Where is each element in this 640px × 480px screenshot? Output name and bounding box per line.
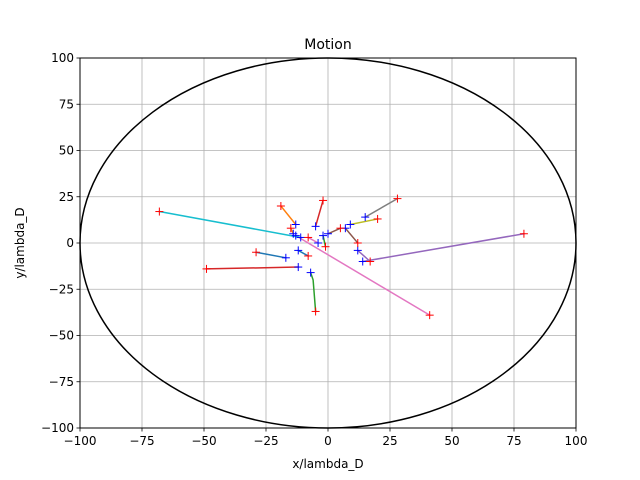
y-tick-label: −25	[49, 282, 74, 296]
x-tick-label: 50	[444, 434, 459, 448]
trajectory-line-15	[356, 249, 372, 263]
start-marker-5	[358, 257, 367, 266]
end-marker-7	[425, 311, 434, 320]
y-tick-label: −50	[49, 329, 74, 343]
start-marker-16	[324, 229, 332, 238]
start-marker-8	[361, 213, 370, 222]
x-tick-label: −50	[191, 434, 216, 448]
y-tick-label: 100	[51, 51, 74, 65]
trajectory-line-4	[314, 199, 324, 228]
x-tick-label: −75	[129, 434, 154, 448]
trajectory-line-1	[255, 251, 287, 259]
start-marker-1	[281, 253, 290, 262]
start-marker-13	[319, 231, 328, 240]
trajectory-line-3	[309, 271, 317, 313]
x-tick-label: 100	[565, 434, 588, 448]
start-marker-9	[346, 220, 355, 229]
start-marker-17	[314, 239, 323, 247]
trajectory-line-9	[349, 218, 379, 226]
end-marker-17	[304, 233, 313, 242]
trajectory-line-2	[279, 204, 297, 226]
end-marker-8	[393, 194, 402, 203]
trajectory-line-14	[205, 266, 300, 270]
x-tick-label: −25	[253, 434, 278, 448]
x-tick-label: 75	[506, 434, 521, 448]
end-marker-11	[304, 251, 313, 260]
tick-layer: −100 −75 −50 −25 0 25 50 75 100 −100 −75 −50 −25 0 25 5…	[41, 51, 587, 448]
y-tick-label: 75	[59, 97, 74, 111]
trajectory-line-6	[344, 227, 359, 245]
trajectory-line-10	[158, 210, 302, 239]
end-marker-3	[311, 307, 320, 316]
start-marker-2	[291, 220, 300, 229]
trajectory-line-7	[294, 234, 431, 317]
end-marker-10	[155, 207, 164, 216]
start-marker-11	[294, 246, 303, 255]
end-marker-4	[319, 196, 328, 205]
x-tick-label: −100	[64, 434, 97, 448]
chart-title: Motion	[304, 37, 351, 53]
start-marker-10	[296, 233, 305, 242]
x-tick-label: 25	[382, 434, 397, 448]
trajectory-line-17	[307, 236, 320, 245]
end-marker-16	[336, 224, 345, 233]
end-marker-5	[519, 229, 528, 238]
start-marker-12	[289, 229, 298, 238]
y-tick-label: −100	[41, 421, 74, 435]
y-tick-label: 25	[59, 190, 74, 204]
y-tick-label: −75	[49, 375, 74, 389]
trajectory-line-8	[364, 197, 399, 219]
end-marker-9	[373, 214, 382, 223]
y-axis-label: y/lambda_D	[13, 207, 27, 278]
start-marker-4	[311, 222, 320, 231]
end-marker-1	[252, 248, 261, 257]
end-marker-12	[286, 224, 295, 233]
end-marker-6	[353, 239, 362, 247]
y-tick-label: 0	[66, 236, 74, 250]
x-tick-label: 0	[324, 434, 332, 448]
end-marker-15	[366, 257, 375, 266]
trajectory-line-16	[327, 227, 342, 235]
trajectory-line-5	[361, 232, 525, 263]
series-layer	[158, 197, 525, 317]
end-marker-13	[321, 242, 330, 251]
trajectory-line-11	[297, 249, 310, 257]
start-marker-3	[306, 268, 315, 277]
end-marker-14	[202, 264, 211, 273]
start-marker-15	[353, 246, 362, 255]
y-tick-label: 50	[59, 144, 74, 158]
start-marker-14	[294, 263, 303, 272]
end-marker-2	[276, 202, 285, 210]
x-axis-label: x/lambda_D	[292, 457, 363, 471]
marker-layer	[155, 194, 528, 320]
